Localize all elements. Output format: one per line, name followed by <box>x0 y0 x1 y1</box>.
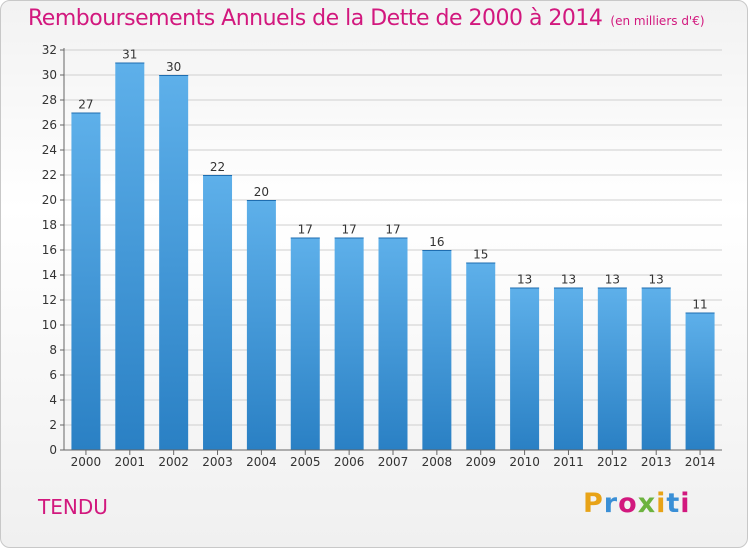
data-label: 13 <box>605 273 620 287</box>
y-tick-label: 18 <box>42 218 57 232</box>
proxiti-logo: Proxiti <box>583 488 691 519</box>
labels: 0246810121416182022242628303227200031200… <box>42 43 716 469</box>
x-tick-label: 2005 <box>290 455 321 469</box>
x-tick-label: 2003 <box>202 455 233 469</box>
logo-letter: r <box>603 488 619 519</box>
bar <box>685 312 715 450</box>
bar <box>334 237 364 450</box>
x-tick-label: 2002 <box>158 455 189 469</box>
y-tick-label: 14 <box>42 268 57 282</box>
x-tick-label: 2009 <box>465 455 496 469</box>
data-label: 27 <box>78 98 93 112</box>
bar <box>641 287 671 450</box>
logo-letter: i <box>680 488 691 519</box>
logo-letter: P <box>583 488 604 519</box>
bars <box>71 62 715 450</box>
data-label: 13 <box>649 273 664 287</box>
data-label: 31 <box>122 48 137 62</box>
bar <box>246 200 276 450</box>
x-tick-label: 2014 <box>685 455 716 469</box>
y-tick-label: 0 <box>49 443 57 457</box>
data-label: 17 <box>298 223 313 237</box>
data-label: 20 <box>254 185 269 199</box>
bar-chart: 0246810121416182022242628303227200031200… <box>42 43 722 469</box>
y-tick-label: 28 <box>42 93 57 107</box>
bar <box>203 175 233 450</box>
data-label: 17 <box>341 223 356 237</box>
bar <box>510 287 540 450</box>
x-tick-label: 2011 <box>553 455 584 469</box>
data-label: 13 <box>561 273 576 287</box>
data-label: 11 <box>692 298 707 312</box>
logo-letter: t <box>666 488 681 519</box>
y-tick-label: 26 <box>42 118 57 132</box>
bar <box>71 112 101 450</box>
data-label: 16 <box>429 235 444 249</box>
bar <box>378 237 408 450</box>
y-tick-label: 8 <box>49 343 57 357</box>
logo-letter: x <box>637 488 657 519</box>
y-tick-label: 16 <box>42 243 57 257</box>
x-tick-label: 2007 <box>378 455 409 469</box>
y-tick-label: 4 <box>49 393 57 407</box>
bar <box>597 287 627 450</box>
data-label: 15 <box>473 248 488 262</box>
y-tick-label: 10 <box>42 318 57 332</box>
data-label: 17 <box>385 223 400 237</box>
logo-letter: o <box>618 488 638 519</box>
commune-name: TENDU <box>38 495 108 519</box>
y-tick-label: 2 <box>49 418 57 432</box>
data-label: 22 <box>210 160 225 174</box>
y-tick-label: 12 <box>42 293 57 307</box>
logo-letter: i <box>656 488 667 519</box>
y-tick-label: 32 <box>42 43 57 57</box>
y-tick-label: 24 <box>42 143 57 157</box>
bar <box>466 262 496 450</box>
y-tick-label: 22 <box>42 168 57 182</box>
x-tick-label: 2010 <box>509 455 540 469</box>
chart-subtitle: (en milliers d'€) <box>610 14 705 28</box>
bar <box>115 62 145 450</box>
y-tick-label: 30 <box>42 68 57 82</box>
y-tick-label: 6 <box>49 368 57 382</box>
x-tick-label: 2013 <box>641 455 672 469</box>
x-tick-label: 2001 <box>115 455 146 469</box>
x-tick-label: 2006 <box>334 455 365 469</box>
x-tick-label: 2008 <box>422 455 453 469</box>
axes <box>60 48 722 455</box>
data-label: 13 <box>517 273 532 287</box>
bar <box>290 237 320 450</box>
data-label: 30 <box>166 60 181 74</box>
x-tick-label: 2000 <box>71 455 102 469</box>
x-tick-label: 2004 <box>246 455 277 469</box>
chart-title: Remboursements Annuels de la Dette de 20… <box>28 6 705 31</box>
title-text: Remboursements Annuels de la Dette de 20… <box>28 6 603 31</box>
bar <box>159 75 189 450</box>
x-tick-label: 2012 <box>597 455 628 469</box>
bar <box>422 250 452 450</box>
y-tick-label: 20 <box>42 193 57 207</box>
bar <box>553 287 583 450</box>
